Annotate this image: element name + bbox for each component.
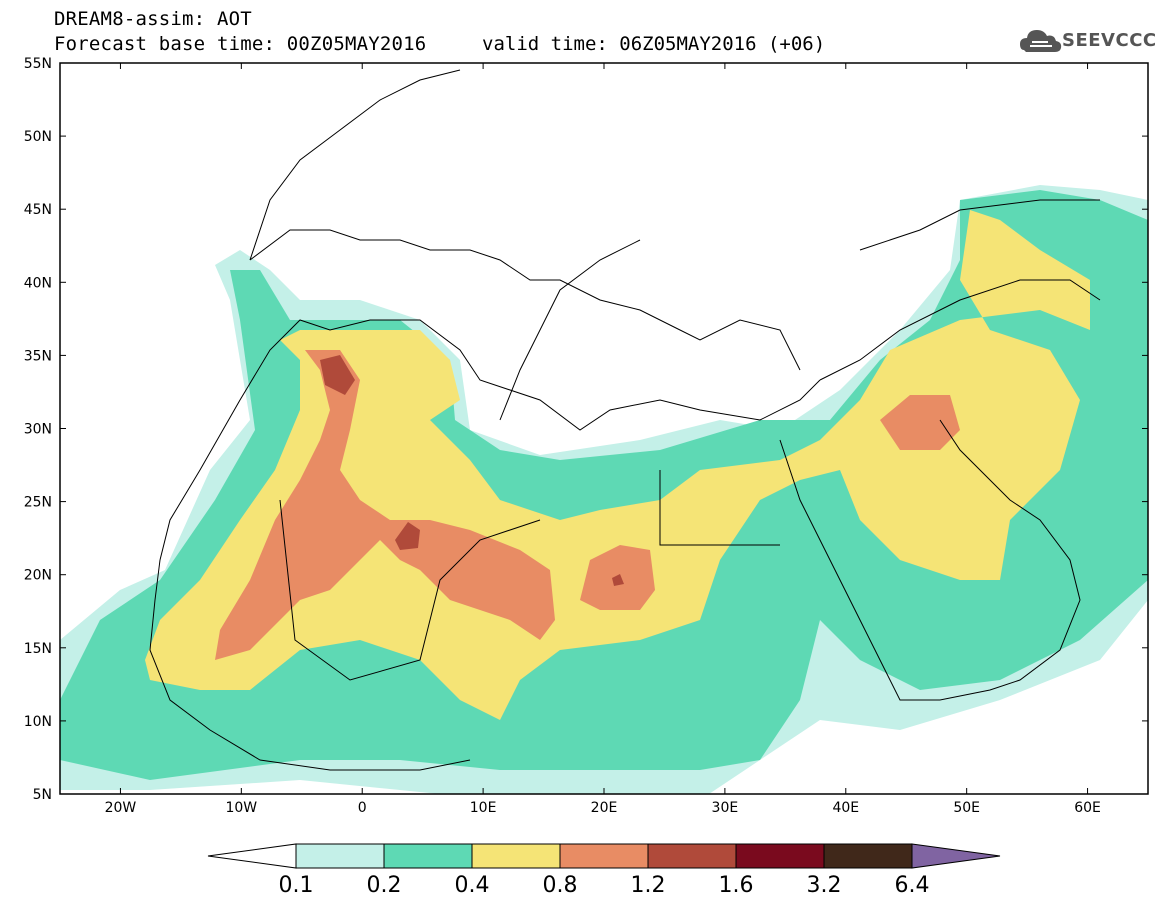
- colorbar-box: [823, 843, 913, 869]
- lat-label: 5N: [33, 787, 52, 803]
- aot-band-1.2-b: [320, 355, 355, 395]
- aot-band-0.8: [215, 350, 555, 660]
- cloud-logo-icon: [1020, 30, 1062, 52]
- longitude-labels: 20W 10W 0 10E 20E 30E 40E 50E 60E: [105, 800, 1101, 816]
- lat-label: 55N: [24, 56, 52, 72]
- aot-band-1.2-c: [612, 574, 624, 586]
- colorbar-box: [471, 843, 561, 869]
- lat-label: 20N: [24, 568, 52, 584]
- coastlines: [149, 69, 1101, 771]
- colorbar-labels: 0.1 0.2 0.4 0.8 1.2 1.6 3.2 6.4: [279, 873, 930, 898]
- colorbar-box: [383, 843, 473, 869]
- lon-label: 0: [358, 800, 367, 816]
- colorbar-box: [647, 843, 737, 869]
- lat-label: 45N: [24, 202, 52, 218]
- logo-text: SEEVCCC: [1062, 30, 1157, 51]
- valid-time: valid time: 06Z05MAY2016 (+06): [482, 33, 826, 55]
- aot-band-0.4: [145, 210, 1090, 720]
- lon-label: 40E: [832, 800, 859, 816]
- colorbar-label: 0.8: [543, 873, 578, 898]
- colorbar-label: 6.4: [895, 873, 930, 898]
- lon-label: 60E: [1074, 800, 1101, 816]
- map-title: DREAM8-assim: AOT: [54, 8, 252, 30]
- colorbar-boxes: [207, 843, 1001, 869]
- aot-band-1.2: [395, 522, 420, 550]
- colorbar-label: 0.1: [279, 873, 314, 898]
- lat-label: 50N: [24, 129, 52, 145]
- aot-band-0.8-c: [880, 395, 960, 450]
- latitude-labels: 55N 50N 45N 40N 35N 30N 25N 20N 15N 10N 5N: [24, 56, 52, 803]
- colorbar-box: [295, 843, 385, 869]
- lon-label: 50E: [953, 800, 980, 816]
- lon-label: 10W: [225, 800, 257, 816]
- colorbar-label: 3.2: [807, 873, 842, 898]
- lon-label: 20W: [105, 800, 137, 816]
- colorbar-box: [735, 843, 825, 869]
- lon-label: 10E: [470, 800, 497, 816]
- lat-label: 40N: [24, 275, 52, 291]
- lon-label: 30E: [712, 800, 739, 816]
- lat-label: 15N: [24, 641, 52, 657]
- lat-label: 25N: [24, 495, 52, 511]
- colorbar-box: [559, 843, 649, 869]
- colorbar-label: 0.2: [367, 873, 402, 898]
- colorbar-under-triangle: [207, 843, 297, 869]
- lat-label: 30N: [24, 422, 52, 438]
- colorbar-over-triangle: [911, 843, 1001, 869]
- colorbar-label: 0.4: [455, 873, 490, 898]
- colorbar-label: 1.6: [719, 873, 754, 898]
- lat-label: 35N: [24, 348, 52, 364]
- forecast-base-time: Forecast base time: 00Z05MAY2016: [54, 33, 427, 55]
- colorbar-label: 1.2: [631, 873, 666, 898]
- lon-label: 20E: [591, 800, 618, 816]
- axis-ticks: [60, 62, 1148, 795]
- aot-field: [60, 185, 1148, 794]
- lat-label: 10N: [24, 714, 52, 730]
